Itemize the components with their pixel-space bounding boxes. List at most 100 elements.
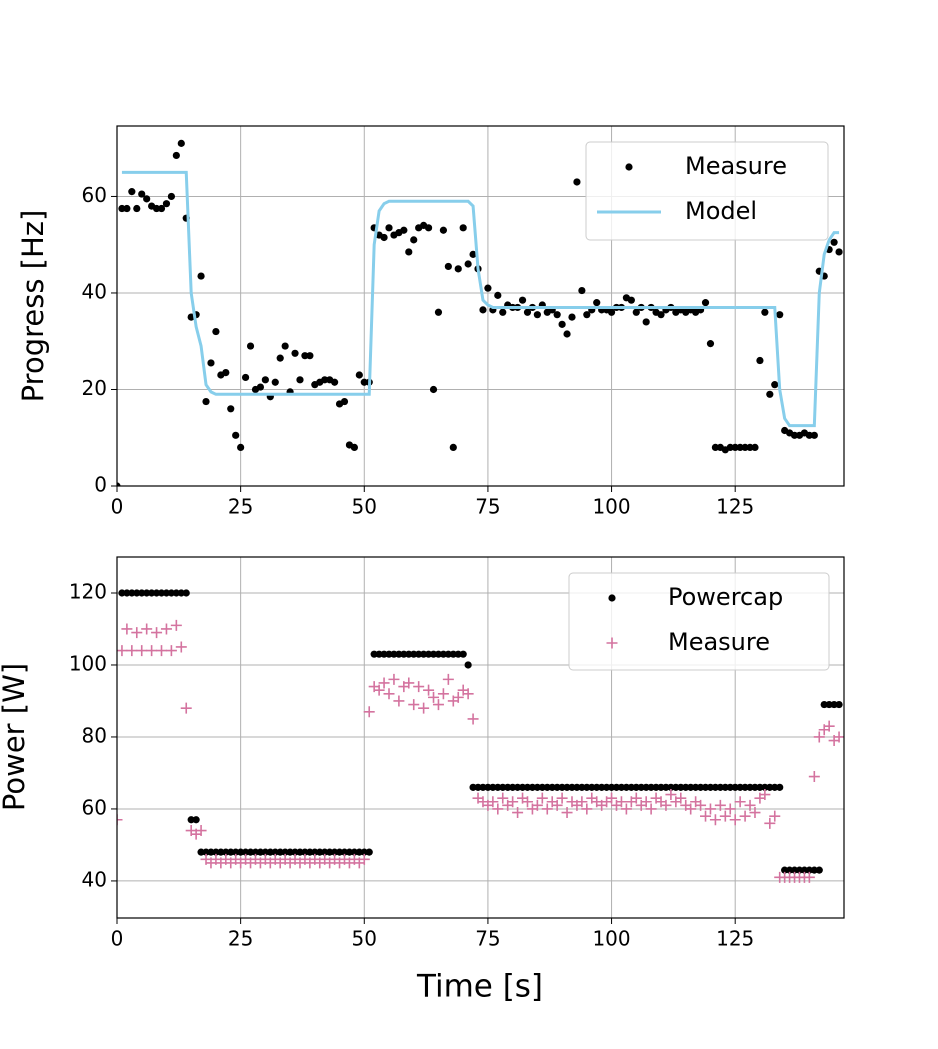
data-point	[533, 783, 541, 791]
data-point	[795, 866, 804, 874]
y-tick-label: 0	[94, 473, 107, 497]
data-line	[121, 170, 840, 428]
data-point	[117, 814, 123, 826]
data-point	[660, 799, 672, 811]
data-point	[162, 589, 171, 597]
data-point	[138, 190, 146, 198]
data-point	[301, 352, 309, 360]
data-point	[459, 650, 467, 658]
data-point	[400, 226, 408, 234]
data-point	[428, 691, 440, 703]
data-point	[117, 645, 128, 657]
data-point	[126, 645, 138, 657]
x-tick-label: 125	[716, 495, 754, 519]
data-point	[576, 796, 588, 808]
legend-label: Measure	[685, 152, 787, 180]
y-tick-label: 40	[82, 867, 107, 891]
data-point	[558, 783, 566, 791]
legend-label: Measure	[668, 628, 770, 656]
data-point	[241, 373, 250, 382]
data-point	[424, 224, 433, 232]
data-point	[360, 848, 368, 856]
data-point	[321, 376, 329, 384]
data-point	[429, 385, 438, 394]
data-point	[606, 792, 618, 804]
data-point	[588, 783, 596, 791]
data-point	[484, 783, 492, 791]
data-point	[632, 783, 640, 791]
data-point	[296, 376, 304, 384]
data-point	[695, 799, 707, 811]
data-point	[424, 650, 433, 658]
data-point	[408, 699, 420, 711]
data-point	[764, 817, 776, 829]
data-point	[276, 354, 284, 362]
data-point	[172, 589, 180, 597]
data-point	[805, 431, 813, 439]
data-point	[232, 848, 240, 856]
data-point	[390, 650, 398, 658]
data-point	[449, 443, 457, 451]
data-point	[672, 783, 680, 791]
data-point	[355, 848, 363, 856]
data-point	[507, 796, 519, 808]
data-point	[340, 848, 349, 856]
data-point	[439, 226, 448, 234]
data-point	[489, 783, 497, 791]
data-point	[553, 783, 561, 791]
data-point	[192, 816, 200, 824]
data-point	[741, 783, 749, 791]
data-point	[432, 699, 444, 711]
data-point	[423, 684, 435, 696]
data-point	[620, 803, 632, 815]
data-point	[729, 814, 741, 826]
data-point	[123, 204, 131, 213]
data-point	[533, 311, 541, 319]
data-point	[271, 848, 279, 856]
data-point	[301, 848, 309, 856]
data-point	[640, 796, 652, 808]
y-tick-label: 60	[82, 183, 107, 207]
data-point	[746, 443, 754, 451]
data-point	[175, 641, 187, 653]
data-point	[197, 848, 205, 856]
data-point	[835, 248, 843, 256]
data-point	[746, 783, 754, 791]
x-tick-label: 50	[352, 495, 377, 519]
data-point	[573, 178, 581, 186]
data-point	[261, 376, 269, 384]
data-point	[785, 866, 794, 874]
data-point	[117, 482, 121, 486]
data-point	[578, 286, 586, 295]
data-point	[561, 807, 573, 819]
data-point	[776, 311, 784, 319]
data-point	[393, 695, 405, 707]
data-point	[766, 390, 774, 398]
data-point	[212, 848, 220, 856]
data-point	[454, 265, 462, 273]
data-point	[177, 589, 185, 597]
data-point	[410, 650, 418, 658]
data-point	[627, 296, 635, 304]
data-point	[296, 848, 304, 856]
data-point	[256, 848, 265, 856]
x-axis-label: Time [s]	[416, 969, 543, 1005]
data-point	[731, 443, 739, 451]
data-point	[118, 204, 126, 213]
data-point	[825, 700, 833, 709]
data-point	[531, 799, 543, 811]
data-point	[513, 783, 522, 791]
data-point	[395, 650, 403, 658]
data-point	[167, 192, 176, 201]
data-point	[162, 200, 171, 208]
data-point	[761, 783, 769, 791]
legend-marker	[625, 163, 633, 171]
data-point	[266, 848, 274, 856]
data-point	[692, 783, 700, 791]
data-point	[123, 589, 131, 597]
data-point	[375, 650, 383, 658]
data-point	[383, 688, 395, 700]
data-point	[578, 783, 586, 791]
data-point	[462, 688, 474, 700]
data-point	[306, 848, 314, 856]
